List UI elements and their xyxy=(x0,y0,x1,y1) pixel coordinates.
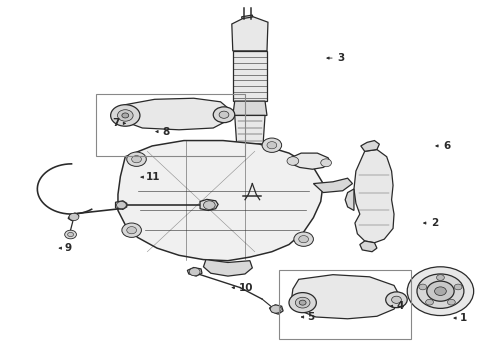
Circle shape xyxy=(427,281,454,301)
Circle shape xyxy=(219,111,229,118)
Circle shape xyxy=(111,105,140,126)
Circle shape xyxy=(287,157,299,165)
Circle shape xyxy=(65,230,76,239)
Polygon shape xyxy=(117,98,230,130)
Circle shape xyxy=(203,201,215,210)
Circle shape xyxy=(407,267,474,316)
Circle shape xyxy=(132,156,142,163)
Polygon shape xyxy=(235,116,265,144)
Polygon shape xyxy=(68,213,79,221)
Polygon shape xyxy=(232,17,268,51)
Text: 9: 9 xyxy=(64,243,72,253)
Circle shape xyxy=(419,284,427,290)
Polygon shape xyxy=(187,267,202,276)
Circle shape xyxy=(294,232,314,246)
Circle shape xyxy=(189,268,200,276)
Polygon shape xyxy=(354,149,394,243)
Text: 8: 8 xyxy=(162,127,169,136)
Text: 6: 6 xyxy=(443,141,450,151)
Polygon shape xyxy=(360,241,377,252)
Polygon shape xyxy=(118,140,323,261)
Polygon shape xyxy=(233,51,267,101)
Circle shape xyxy=(69,213,79,221)
Circle shape xyxy=(447,299,455,305)
Text: 3: 3 xyxy=(337,53,344,63)
Circle shape xyxy=(299,235,309,243)
Polygon shape xyxy=(200,199,218,211)
Circle shape xyxy=(127,226,137,234)
Text: 5: 5 xyxy=(307,312,314,322)
Text: 11: 11 xyxy=(147,172,161,182)
Circle shape xyxy=(122,113,129,118)
Circle shape xyxy=(417,274,464,309)
Circle shape xyxy=(435,287,446,296)
Polygon shape xyxy=(203,260,252,276)
Polygon shape xyxy=(289,153,331,169)
Circle shape xyxy=(454,284,462,290)
Circle shape xyxy=(213,107,235,123)
Circle shape xyxy=(426,299,434,305)
Text: 1: 1 xyxy=(460,313,467,323)
Circle shape xyxy=(437,275,444,280)
Circle shape xyxy=(295,297,310,308)
Polygon shape xyxy=(270,305,283,314)
Polygon shape xyxy=(237,144,263,184)
Text: 10: 10 xyxy=(239,283,254,293)
Circle shape xyxy=(270,305,281,313)
Text: 2: 2 xyxy=(431,218,438,228)
Circle shape xyxy=(117,202,126,209)
Circle shape xyxy=(127,152,147,166)
Circle shape xyxy=(299,300,306,305)
Bar xyxy=(279,270,411,338)
Circle shape xyxy=(321,159,331,167)
Circle shape xyxy=(122,223,142,237)
Circle shape xyxy=(289,293,317,313)
Polygon shape xyxy=(361,140,379,151)
Polygon shape xyxy=(233,101,267,116)
Polygon shape xyxy=(242,15,253,21)
Polygon shape xyxy=(314,178,352,193)
Polygon shape xyxy=(292,275,400,319)
Text: 7: 7 xyxy=(112,118,120,128)
Circle shape xyxy=(262,138,282,152)
Circle shape xyxy=(118,110,133,121)
Polygon shape xyxy=(116,201,127,210)
Polygon shape xyxy=(345,189,354,211)
Circle shape xyxy=(386,292,407,308)
Text: 4: 4 xyxy=(396,301,404,311)
Circle shape xyxy=(392,296,401,303)
Circle shape xyxy=(68,232,74,237)
Bar xyxy=(96,94,245,156)
Circle shape xyxy=(267,141,277,149)
